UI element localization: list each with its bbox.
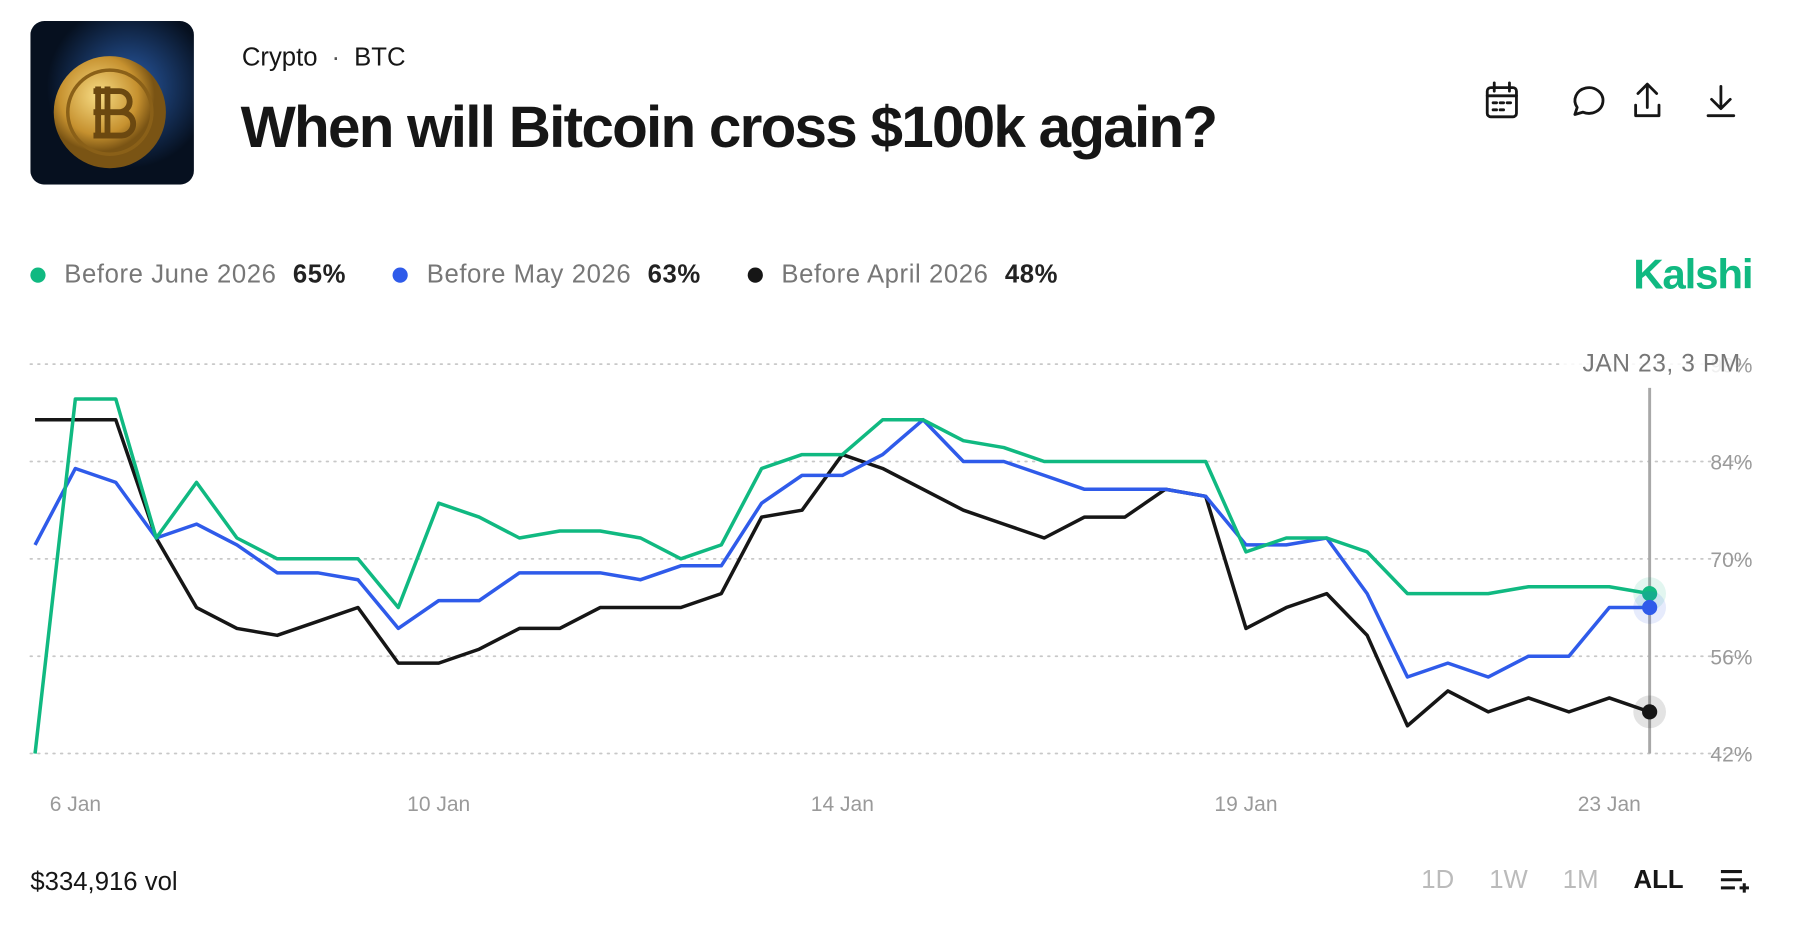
cursor-label-bg: [1560, 346, 1739, 378]
y-tick-label: 56%: [1710, 646, 1752, 669]
end-point: [1642, 599, 1658, 616]
end-point: [1642, 586, 1658, 602]
y-tick-label: 42%: [1710, 744, 1752, 767]
brand-logo[interactable]: Kalshi: [1633, 250, 1753, 298]
legend-swatch: [392, 266, 409, 283]
y-tick-label: 84%: [1710, 452, 1752, 475]
range-selector: 1D 1W 1M ALL: [1421, 865, 1753, 895]
category[interactable]: Crypto: [241, 42, 318, 72]
legend-label: Before April 2026: [781, 259, 989, 289]
end-point: [1642, 704, 1658, 720]
legend-item[interactable]: Before June 2026 65%: [30, 259, 346, 289]
legend: Before June 2026 65% Before May 2026 63% Bef…: [30, 259, 1104, 289]
calendar-button[interactable]: [1485, 81, 1518, 119]
cursor-label: JAN 23, 3 PM: [1583, 351, 1741, 378]
legend-value: 63%: [647, 259, 701, 289]
x-tick-label: 10 Jan: [407, 793, 470, 816]
legend-swatch: [30, 266, 46, 283]
legend-value: 48%: [1004, 259, 1059, 289]
series-line: [33, 397, 1650, 754]
legend-item[interactable]: Before April 2026 48%: [747, 259, 1059, 289]
thumbnail: [30, 21, 194, 185]
chart-options-button[interactable]: [1719, 866, 1754, 894]
x-tick-label: 19 Jan: [1214, 793, 1277, 816]
market-title: When will Bitcoin cross $100k again?: [240, 94, 1218, 161]
x-tick-label: 23 Jan: [1578, 793, 1641, 816]
range-button[interactable]: 1M: [1562, 864, 1599, 894]
breadcrumb: Crypto · BTC: [241, 42, 406, 72]
legend-swatch: [747, 266, 763, 283]
download-button[interactable]: [1706, 85, 1736, 118]
volume: $334,916 vol: [30, 866, 178, 897]
subcategory[interactable]: BTC: [354, 42, 406, 72]
x-tick-label: 6 Jan: [50, 793, 101, 816]
x-tick-label: 14 Jan: [811, 793, 874, 816]
range-button[interactable]: ALL: [1633, 864, 1684, 894]
share-button[interactable]: [1634, 82, 1661, 118]
legend-label: Before May 2026: [426, 259, 632, 289]
series-line: [33, 418, 1650, 679]
legend-item[interactable]: Before May 2026 63%: [392, 259, 701, 289]
y-tick-label: 70%: [1710, 549, 1752, 572]
legend-label: Before June 2026: [64, 259, 277, 289]
toolbar: [1485, 81, 1736, 119]
comment-button[interactable]: [1573, 86, 1605, 116]
range-button[interactable]: 1W: [1489, 864, 1528, 894]
range-button[interactable]: 1D: [1421, 864, 1455, 894]
legend-value: 65%: [292, 259, 347, 289]
